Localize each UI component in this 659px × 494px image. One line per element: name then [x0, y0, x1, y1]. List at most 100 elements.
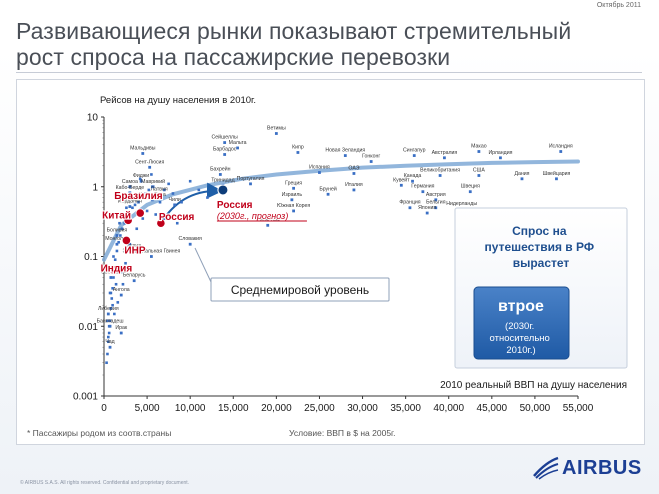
data-point: [128, 205, 132, 208]
data-point: [111, 287, 114, 290]
highlight-point: [156, 218, 166, 228]
data-point: [113, 312, 116, 316]
footnote-right: Условие: ВВП в $ на 2005г.: [289, 428, 395, 438]
data-point: [520, 177, 524, 181]
point-label: Мальдивы: [130, 145, 156, 151]
data-point: [108, 345, 112, 349]
data-point: [112, 255, 115, 258]
highlight-point: [108, 264, 118, 275]
point-label: Исландия: [549, 144, 573, 150]
data-point: [141, 217, 145, 220]
data-point: [107, 340, 110, 344]
data-point: [105, 361, 108, 365]
point-label: Бангладеш: [97, 318, 124, 324]
data-point: [421, 190, 425, 194]
data-point: [150, 255, 153, 258]
y-axis-title: Рейсов на душу населения в 2010г.: [100, 95, 256, 106]
data-point: [249, 182, 252, 186]
trend-label-text: Среднемировой уровень: [231, 283, 369, 297]
callout-sub-line-2: относительно: [490, 333, 550, 344]
data-point: [443, 156, 446, 160]
data-point: [290, 198, 294, 202]
airbus-logo-text: AIRBUS: [562, 457, 642, 479]
highlight-label: ИНР: [124, 245, 145, 256]
data-point: [114, 282, 118, 286]
point-label: Либерия: [98, 306, 119, 312]
point-label: Фиджи: [133, 173, 149, 179]
data-point: [107, 335, 110, 339]
point-label: Германия: [411, 184, 434, 190]
x-tick-label: 25,000: [304, 403, 335, 414]
data-point: [180, 200, 183, 204]
point-label: ОАЭ: [348, 165, 359, 171]
highlight-point: [121, 235, 132, 246]
data-point: [326, 192, 330, 196]
point-label: Боливия: [107, 228, 128, 234]
data-point: [150, 198, 154, 202]
title-divider: [16, 72, 642, 73]
data-point: [128, 191, 132, 195]
point-label: Великобритания: [420, 167, 460, 173]
data-point: [111, 303, 114, 307]
data-point: [150, 173, 153, 176]
data-point: [158, 200, 162, 204]
projection-label: Россия: [217, 200, 253, 211]
data-point: [106, 312, 110, 316]
point-label: Бахрейн: [210, 165, 231, 172]
highlight-point: [135, 208, 145, 218]
highlight-label: Бразилия: [114, 191, 163, 202]
data-point: [115, 234, 119, 237]
projection-point: [217, 184, 229, 196]
point-label: Австрия: [426, 192, 446, 198]
data-point: [411, 179, 414, 183]
trend-label-box: [210, 277, 390, 302]
data-point: [116, 301, 120, 304]
point-label: Маврикий: [141, 178, 165, 185]
data-point: [115, 249, 119, 253]
callout-heading: Спрос на путешествия в РФ вырастет: [485, 224, 598, 270]
point-label: Сингапур: [403, 148, 426, 154]
point-label: Италия: [345, 182, 363, 188]
data-point: [131, 206, 134, 210]
data-point: [132, 249, 136, 253]
data-point: [157, 192, 161, 196]
data-point: [148, 165, 152, 169]
data-point: [352, 188, 356, 192]
point-label: Самоа: [122, 179, 138, 185]
data-point: [139, 179, 143, 183]
footnote-left: * Пассажиры родом из соотв.страны: [27, 428, 171, 438]
data-point: [141, 152, 145, 155]
data-point: [115, 242, 119, 246]
point-label: Япония: [418, 205, 436, 211]
point-label: Швеция: [461, 184, 480, 190]
y-tick-label: 0.01: [79, 322, 99, 333]
data-point: [559, 150, 563, 153]
point-label: Кипр: [292, 144, 304, 150]
callout-big-box: [473, 286, 570, 360]
data-point: [468, 190, 472, 194]
data-point: [425, 211, 429, 215]
data-point: [120, 227, 124, 231]
point-label: Канада: [404, 173, 422, 179]
point-label: Бруней: [319, 185, 337, 192]
point-label: Коста-Рика: [139, 192, 166, 198]
x-tick-label: 5,000: [135, 403, 160, 414]
data-point: [119, 270, 123, 274]
data-point: [132, 279, 136, 283]
point-label: Греция: [285, 180, 302, 186]
y-tick-label: 0.001: [73, 392, 98, 403]
data-point: [151, 185, 155, 189]
data-point: [343, 154, 347, 157]
data-point: [121, 282, 125, 286]
data-point: [154, 196, 158, 199]
point-label: США: [473, 167, 486, 173]
point-label: Израиль: [282, 192, 303, 198]
x-axis-title: 2010 реальный ВВП на душу населения: [440, 380, 627, 391]
callout-heading-line-1: Спрос на: [512, 224, 567, 238]
point-label: Ветимы: [267, 126, 286, 132]
data-point: [477, 174, 481, 177]
data-point: [135, 227, 139, 231]
point-label: Ирландия: [488, 150, 512, 156]
callout-sub-line-3: 2010г.): [506, 345, 535, 356]
